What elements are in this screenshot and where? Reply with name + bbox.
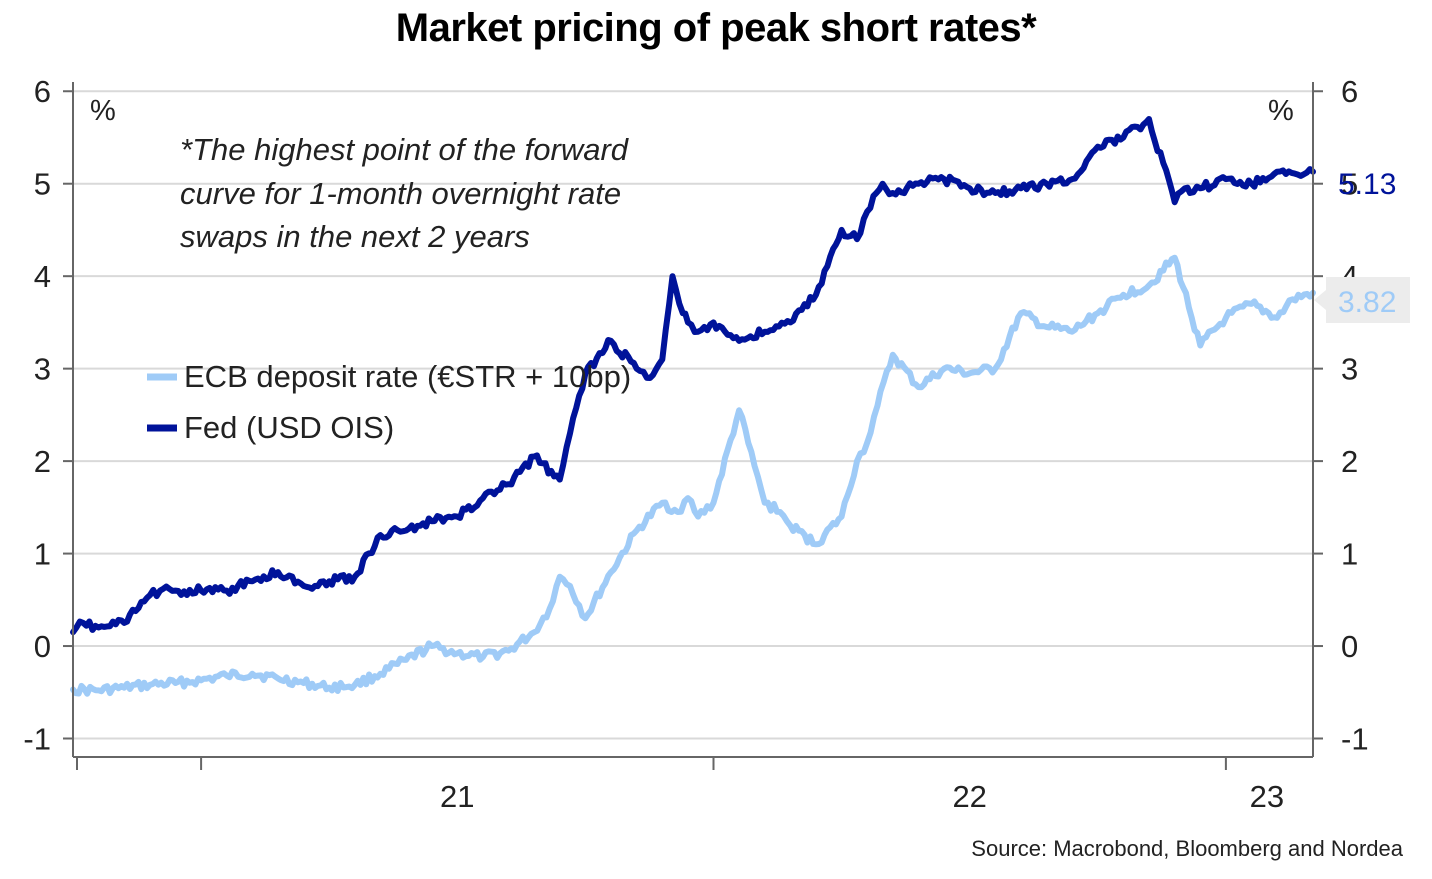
end-value-labels: 5.13 3.82 bbox=[1314, 168, 1410, 323]
source-note: Source: Macrobond, Bloomberg and Nordea bbox=[971, 836, 1403, 861]
footnote-line-2: curve for 1-month overnight rate bbox=[180, 176, 621, 211]
y-tick-label-right: -1 bbox=[1341, 722, 1369, 757]
series-line-fed bbox=[70, 116, 1316, 636]
left-axis-unit: % bbox=[90, 95, 116, 127]
axes bbox=[63, 82, 1323, 770]
footnote-line-3: swaps in the next 2 years bbox=[180, 219, 530, 254]
y-tick-label-left: -1 bbox=[23, 722, 51, 757]
y-tick-label-right: 2 bbox=[1341, 444, 1358, 479]
x-tick-label: 23 bbox=[1250, 779, 1284, 814]
y-tick-label-left: 3 bbox=[34, 352, 51, 387]
legend-label-fed: Fed (USD OIS) bbox=[184, 410, 394, 445]
gridlines bbox=[73, 90, 1313, 740]
y-tick-label-left: 2 bbox=[34, 444, 51, 479]
y-tick-label-left: 0 bbox=[34, 629, 51, 664]
y-tick-label-left: 1 bbox=[34, 537, 51, 572]
footnote-line-1: *The highest point of the forward bbox=[180, 132, 630, 167]
legend: ECB deposit rate (€STR + 10bp) Fed (USD … bbox=[147, 359, 631, 445]
ecb-last-value-pointer bbox=[1314, 290, 1326, 310]
axis-labels: 6 65 54 43 32 21 10 0-1 -121 22 23 bbox=[23, 74, 1368, 814]
series-lines bbox=[70, 116, 1316, 697]
fed-last-value: 5.13 bbox=[1338, 168, 1396, 201]
y-tick-label-right: 0 bbox=[1341, 629, 1358, 664]
ecb-last-value: 3.82 bbox=[1338, 286, 1396, 319]
footnote: *The highest point of the forward curve … bbox=[180, 132, 630, 254]
right-axis-unit: % bbox=[1268, 95, 1294, 127]
y-tick-label-right: 5 bbox=[1341, 167, 1358, 202]
ecb-last-value-bg bbox=[1326, 277, 1410, 323]
y-tick-label-left: 5 bbox=[34, 167, 51, 202]
y-tick-label-left: 6 bbox=[34, 74, 51, 109]
y-tick-label-left: 4 bbox=[34, 259, 51, 294]
series-line-ecb bbox=[70, 254, 1316, 697]
chart-title: Market pricing of peak short rates* bbox=[395, 6, 1037, 50]
legend-label-ecb: ECB deposit rate (€STR + 10bp) bbox=[184, 359, 631, 394]
y-tick-label-right: 3 bbox=[1341, 352, 1358, 387]
y-tick-label-right: 1 bbox=[1341, 537, 1358, 572]
x-tick-label: 21 bbox=[440, 779, 474, 814]
y-tick-label-right: 6 bbox=[1341, 74, 1358, 109]
x-tick-label: 22 bbox=[952, 779, 986, 814]
